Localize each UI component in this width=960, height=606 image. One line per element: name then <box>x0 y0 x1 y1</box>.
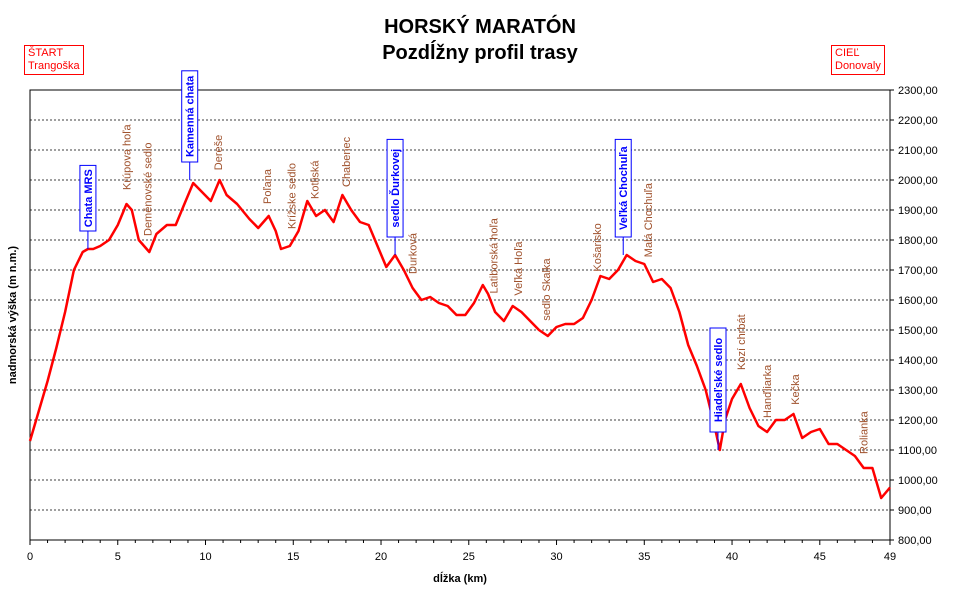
hut-label-box <box>79 164 97 232</box>
hut-label-box <box>709 327 727 433</box>
peak-label: Dereše <box>213 135 225 170</box>
peak-label: Kozí chrbát <box>736 314 748 370</box>
hut-label: Veľká Chochuľa <box>618 145 630 230</box>
x-tick-label: 0 <box>27 551 33 563</box>
peak-label: Košarisko <box>592 223 604 271</box>
start-label: ŠTART <box>28 47 64 59</box>
x-tick-label: 40 <box>726 551 738 563</box>
peak-label: Ďurková <box>407 232 420 274</box>
x-tick-label: 49 <box>884 551 896 563</box>
hut-label-box <box>386 138 404 238</box>
x-axis-label: dĺžka (km) <box>433 571 487 585</box>
peak-label: Kečka <box>790 373 802 404</box>
plot-frame <box>29 89 891 541</box>
hut-label-box <box>614 138 632 238</box>
peak-label: sedlo Skalka <box>541 258 553 321</box>
y-tick-label: 1700,00 <box>898 265 938 277</box>
peak-label: Poľana <box>262 168 274 204</box>
x-tick-label: 35 <box>638 551 650 563</box>
chart-title: HORSKÝ MARATÓN <box>384 16 576 38</box>
x-tick-label: 25 <box>463 551 475 563</box>
hut-label: Chata MRS <box>83 169 95 227</box>
y-tick-label: 1200,00 <box>898 415 938 427</box>
y-axis-label: nadmorská výška (m n.m.) <box>7 246 19 385</box>
x-tick-label: 15 <box>287 551 299 563</box>
finish-label: CIEĽ <box>835 47 860 59</box>
y-tick-label: 1600,00 <box>898 295 938 307</box>
y-tick-label: 1000,00 <box>898 475 938 487</box>
hut-label: Hiadeľské sedlo <box>713 338 725 423</box>
start-label-box: ŠTART Trangoška <box>24 45 84 75</box>
x-tick-label: 10 <box>199 551 211 563</box>
peak-label: Krížske sedlo <box>287 163 299 229</box>
peak-label: Deměnovské sedlo <box>143 142 155 236</box>
hut-label: sedlo Ďurkovej <box>389 149 402 228</box>
y-tick-label: 2200,00 <box>898 115 938 127</box>
finish-location: Donovaly <box>835 60 881 72</box>
finish-label-box: CIEĽ Donovaly <box>831 45 885 75</box>
peak-label: Latiborská hoľa <box>488 217 500 293</box>
y-tick-label: 2000,00 <box>898 175 938 187</box>
chart-title-block: HORSKÝ MARATÓN Pozdĺžny profil trasy <box>0 14 960 66</box>
y-tick-label: 1800,00 <box>898 235 938 247</box>
y-tick-label: 900,00 <box>898 505 932 517</box>
x-tick-label: 5 <box>115 551 121 563</box>
peak-label: Rolianka <box>859 410 871 454</box>
y-tick-label: 1100,00 <box>898 445 937 457</box>
chart-subtitle: Pozdĺžny profil trasy <box>382 42 578 64</box>
hut-label: Kamenná chata <box>185 75 197 157</box>
elevation-profile-line <box>28 178 891 500</box>
y-tick-label: 800,00 <box>898 535 932 547</box>
peak-label: Chabenec <box>341 136 353 187</box>
y-tick-label: 2100,00 <box>898 145 938 157</box>
peak-label: Krúpova hoľa <box>122 124 134 190</box>
y-tick-label: 1400,00 <box>898 355 938 367</box>
peak-label: Hanďliarka <box>762 364 774 418</box>
y-tick-label: 1300,00 <box>898 385 938 397</box>
x-tick-label: 30 <box>550 551 562 563</box>
peak-label: Kotliská <box>309 160 321 199</box>
y-tick-label: 1900,00 <box>898 205 938 217</box>
peak-label: Malá Chochuľa <box>643 182 655 257</box>
x-tick-label: 20 <box>375 551 387 563</box>
start-location: Trangoška <box>28 60 80 72</box>
x-tick-label: 45 <box>814 551 826 563</box>
hut-label-box <box>181 70 199 163</box>
y-tick-label: 2300,00 <box>898 85 938 97</box>
y-tick-label: 1500,00 <box>898 325 938 337</box>
peak-label: Veľká Hoľa <box>513 241 525 296</box>
